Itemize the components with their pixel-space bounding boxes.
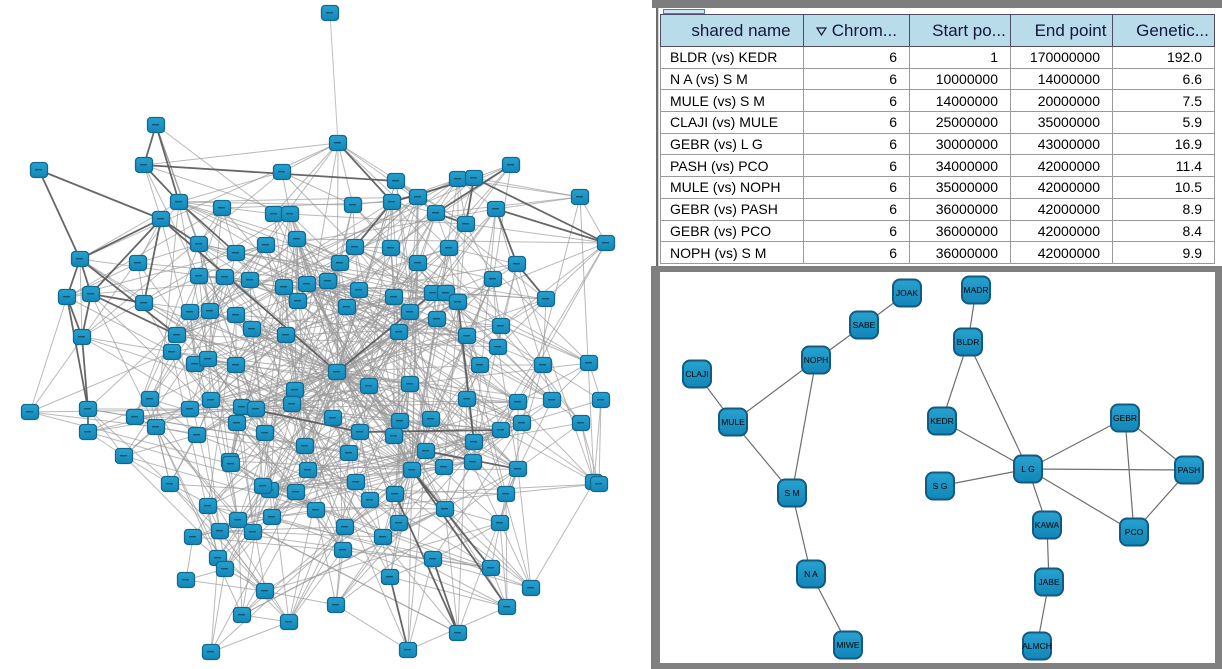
svg-text:MADR: MADR [963, 285, 988, 295]
svg-text:KAWA: KAWA [1035, 520, 1060, 530]
svg-text:S M: S M [784, 488, 799, 498]
svg-text:SABE: SABE [853, 320, 876, 330]
svg-text:PCO: PCO [1125, 527, 1144, 537]
svg-text:S G: S G [933, 481, 948, 491]
svg-text:N A: N A [804, 569, 818, 579]
svg-text:CLAJI: CLAJI [685, 369, 708, 379]
svg-text:KEDR: KEDR [930, 416, 954, 426]
svg-text:GEBR: GEBR [1113, 413, 1137, 423]
svg-text:BLDR: BLDR [957, 337, 980, 347]
svg-text:MULE: MULE [721, 417, 745, 427]
svg-text:JOAK: JOAK [896, 288, 919, 298]
svg-text:NOPH: NOPH [804, 355, 829, 365]
svg-text:JABE: JABE [1038, 577, 1060, 587]
svg-text:ALMCH: ALMCH [1022, 641, 1052, 651]
svg-text:MIWE: MIWE [836, 640, 859, 650]
svg-text:PASH: PASH [1178, 465, 1201, 475]
svg-text:L G: L G [1021, 464, 1034, 474]
